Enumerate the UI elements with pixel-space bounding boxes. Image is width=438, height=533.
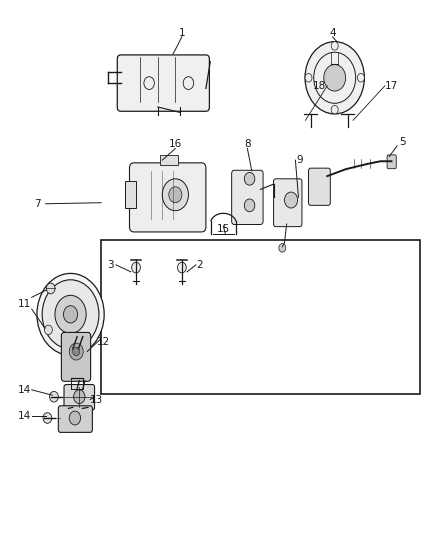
Text: 14: 14 (18, 385, 32, 395)
Circle shape (324, 64, 346, 91)
Text: 11: 11 (18, 298, 32, 309)
Circle shape (162, 179, 188, 211)
Text: 9: 9 (297, 155, 303, 165)
Text: 18: 18 (313, 81, 326, 91)
FancyBboxPatch shape (274, 179, 302, 227)
Circle shape (69, 343, 83, 360)
FancyBboxPatch shape (130, 163, 206, 232)
Text: 7: 7 (35, 199, 41, 209)
FancyBboxPatch shape (232, 170, 263, 224)
Circle shape (285, 192, 297, 208)
Circle shape (331, 106, 338, 114)
Circle shape (73, 348, 80, 356)
Circle shape (37, 273, 104, 356)
Text: 5: 5 (399, 136, 406, 147)
Circle shape (169, 187, 182, 203)
Bar (125, 181, 136, 208)
Circle shape (305, 42, 364, 114)
FancyBboxPatch shape (117, 55, 209, 111)
Circle shape (244, 172, 255, 185)
Bar (101, 240, 420, 394)
Circle shape (244, 199, 255, 212)
Circle shape (132, 262, 141, 273)
Text: 17: 17 (385, 81, 398, 91)
Circle shape (69, 411, 81, 425)
FancyBboxPatch shape (58, 406, 92, 432)
Text: 13: 13 (90, 395, 103, 406)
FancyBboxPatch shape (387, 155, 396, 168)
Circle shape (46, 283, 55, 294)
Text: 1: 1 (179, 28, 185, 38)
Text: 12: 12 (97, 337, 110, 347)
Text: 15: 15 (217, 224, 230, 235)
Text: 3: 3 (107, 260, 114, 270)
Circle shape (55, 295, 86, 333)
Circle shape (43, 413, 52, 423)
Text: 2: 2 (196, 260, 203, 270)
Circle shape (279, 244, 286, 252)
Circle shape (305, 74, 312, 82)
Text: 4: 4 (329, 28, 336, 38)
Circle shape (177, 262, 186, 273)
Text: 8: 8 (244, 139, 251, 149)
Circle shape (42, 280, 99, 349)
Bar (160, 155, 177, 165)
Circle shape (45, 325, 53, 335)
Circle shape (49, 391, 58, 402)
FancyBboxPatch shape (61, 333, 91, 381)
FancyBboxPatch shape (64, 384, 95, 410)
Text: 16: 16 (169, 139, 182, 149)
Circle shape (74, 390, 85, 403)
Text: 14: 14 (18, 411, 32, 422)
Circle shape (357, 74, 364, 82)
FancyBboxPatch shape (308, 168, 330, 205)
Circle shape (64, 306, 78, 323)
Circle shape (331, 42, 338, 50)
